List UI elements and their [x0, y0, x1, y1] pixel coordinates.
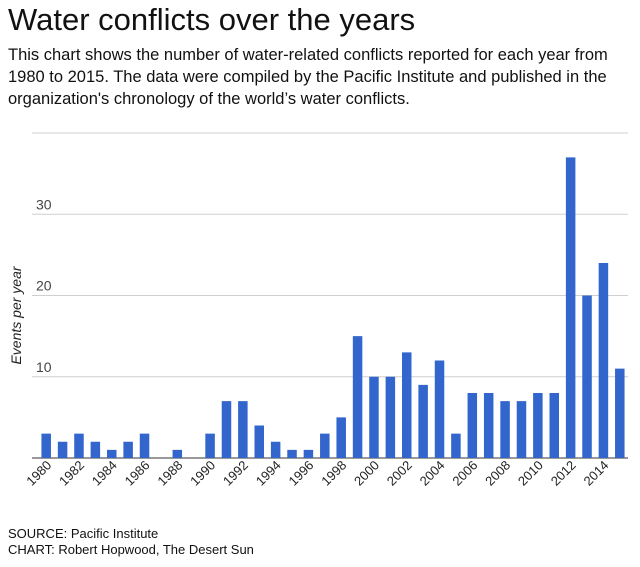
bar-2008	[500, 401, 510, 458]
bar-2009	[516, 401, 527, 458]
x-tick-label: 2008	[482, 458, 513, 489]
x-tick-label: 1984	[89, 458, 120, 489]
bar-1995	[287, 449, 297, 458]
y-tick-label: 30	[36, 196, 52, 212]
bar-1983	[90, 441, 101, 458]
bar-1994	[270, 441, 281, 458]
bar-2006	[467, 393, 478, 458]
bar-2014	[598, 263, 609, 458]
bar-2013	[582, 295, 592, 458]
bar-2003	[418, 384, 428, 458]
bar-1991	[221, 401, 232, 458]
bar-1984	[106, 449, 117, 458]
x-tick-label: 2012	[548, 458, 579, 489]
bar-2010	[533, 393, 543, 458]
bar-1982	[74, 433, 84, 458]
bar-2002	[401, 352, 412, 458]
y-axis-label: Events per year	[8, 265, 24, 364]
x-tick-label: 1988	[154, 458, 185, 489]
x-tick-label: 2006	[449, 458, 480, 489]
x-tick-label: 1990	[187, 458, 218, 489]
bar-1993	[254, 425, 265, 458]
bar-chart: 10203040Events per year19801982198419861…	[8, 128, 628, 489]
x-tick-label: 2002	[384, 458, 415, 489]
bar-1990	[205, 433, 215, 458]
x-tick-label: 1998	[318, 458, 349, 489]
bar-2001	[385, 376, 396, 458]
bar-2000	[369, 376, 379, 458]
chart-subtitle: This chart shows the number of water-rel…	[8, 46, 608, 108]
x-tick-label: 1982	[56, 458, 87, 489]
bar-1980	[41, 433, 51, 458]
y-tick-label: 10	[36, 359, 52, 375]
bar-1999	[352, 336, 363, 458]
bar-1981	[57, 441, 68, 458]
x-tick-label: 1992	[220, 458, 251, 489]
x-tick-label: 2014	[580, 458, 611, 489]
bar-2011	[549, 393, 560, 458]
bar-1988	[172, 449, 183, 458]
x-tick-label: 2004	[417, 458, 448, 489]
x-tick-label: 1980	[23, 458, 54, 489]
x-tick-label: 1996	[285, 458, 316, 489]
bar-2005	[451, 433, 461, 458]
bar-1985	[123, 441, 133, 458]
bar-2007	[483, 393, 494, 458]
y-tick-label: 40	[36, 128, 52, 131]
bar-1997	[320, 433, 330, 458]
x-tick-label: 1994	[253, 458, 284, 489]
y-tick-label: 20	[36, 278, 52, 294]
bar-2012	[565, 157, 576, 458]
x-tick-label: 2000	[351, 458, 382, 489]
bar-1996	[303, 449, 314, 458]
source-notes: SOURCE: Pacific Institute CHART: Robert …	[8, 526, 254, 558]
bar-2004	[434, 360, 445, 458]
chart-title: Water conflicts over the years	[8, 2, 416, 37]
x-tick-label: 1986	[122, 458, 153, 489]
bar-2015	[615, 368, 625, 458]
source-line: SOURCE: Pacific Institute	[8, 526, 159, 541]
x-tick-label: 2010	[515, 458, 546, 489]
credit-line: CHART: Robert Hopwood, The Desert Sun	[8, 542, 254, 557]
bar-1992	[238, 401, 248, 458]
bar-1998	[336, 417, 346, 458]
bar-1986	[139, 433, 150, 458]
